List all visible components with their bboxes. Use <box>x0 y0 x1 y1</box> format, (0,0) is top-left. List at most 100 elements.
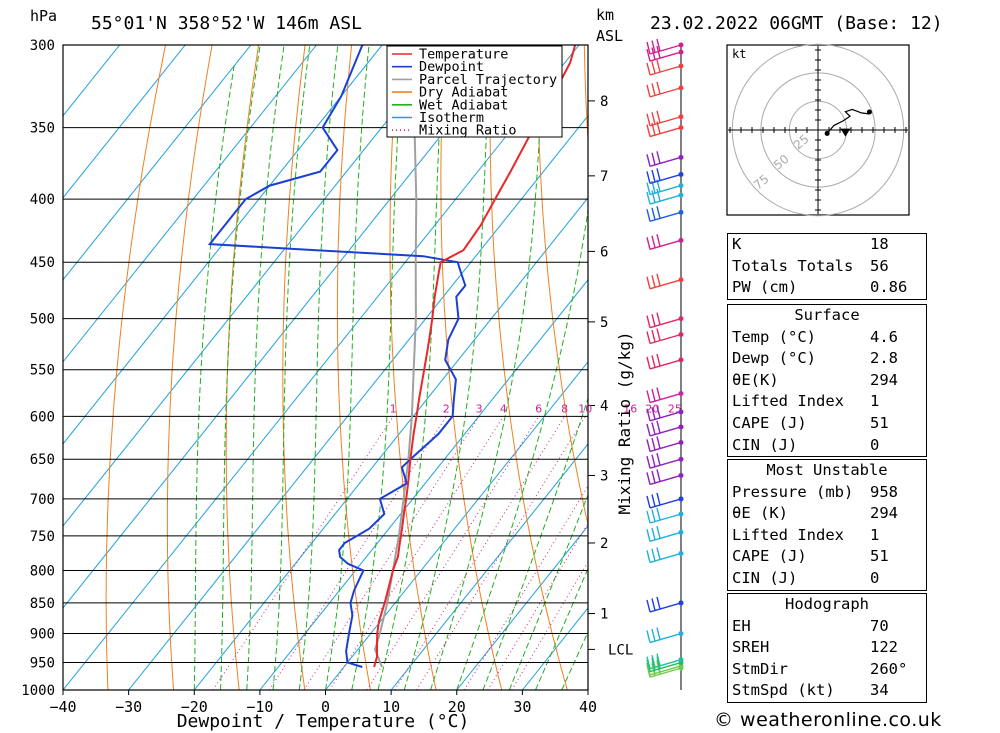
mixing-ratio-label: 4 <box>500 402 507 415</box>
wind-barb <box>646 59 682 76</box>
wet-adiabat-line <box>325 45 370 690</box>
wind-barb-flag <box>651 628 656 642</box>
index-row-k: K 18 <box>732 235 889 253</box>
temperature-tick-label: 20 <box>448 698 466 716</box>
most-unstable-row: Pressure (mb) 958 <box>732 482 898 501</box>
isotherm-line <box>63 45 186 199</box>
wind-barb-flag <box>656 273 661 286</box>
height-km-label: 5 <box>600 315 608 331</box>
wind-barb-flag <box>651 313 656 327</box>
mixing-ratio-line <box>303 416 480 690</box>
wet-adiabat-line <box>298 45 339 690</box>
wind-barb-flag <box>646 356 651 370</box>
wind-barb-shaft <box>649 474 682 486</box>
index-row-pw: PW (cm) 0.86 <box>732 278 908 297</box>
mixing-ratio-line <box>329 416 504 690</box>
wind-barb-flag <box>656 312 661 325</box>
wind-barb-flag <box>651 407 656 420</box>
pressure-tick-label: 850 <box>30 596 55 612</box>
wind-barb-flag <box>651 509 656 522</box>
wind-barb-flag <box>646 529 651 542</box>
wind-barb-flag <box>656 453 661 466</box>
mixing-ratio-label: 10 <box>578 402 592 415</box>
wet-adiabat-line <box>535 567 588 690</box>
temperature-tick-label: −20 <box>181 698 208 716</box>
mixing-ratio-line <box>415 416 586 690</box>
wind-barb-flag <box>651 470 656 484</box>
isotherm-line <box>456 525 588 690</box>
wind-barb <box>646 492 682 509</box>
mixing-ratio-label: 2 <box>443 402 450 415</box>
wind-barb-flag <box>651 275 656 288</box>
wind-barb-flag <box>656 653 661 666</box>
wind-barb-flag <box>651 437 656 451</box>
wind-barb-flag <box>656 151 661 164</box>
wind-barb-flag <box>646 154 651 167</box>
wind-barb <box>646 453 682 469</box>
isotherm-line <box>63 45 449 527</box>
wind-barb-flag <box>656 405 661 419</box>
wind-barb-flag <box>656 234 661 247</box>
wind-barb-shaft <box>649 632 682 644</box>
surface-title: Surface <box>794 306 860 324</box>
surface-row: Dewp (°C) 2.8 <box>732 349 898 368</box>
height-km-label: 8 <box>600 94 608 110</box>
wind-barb-flag <box>646 423 651 437</box>
dry-adiabat-line <box>225 45 260 690</box>
wind-barb-flag <box>646 599 651 613</box>
temperature-tick-label: 30 <box>513 698 531 716</box>
mixing-ratio-label: 3 <box>476 402 483 415</box>
wet-adiabat-line <box>403 45 491 690</box>
wind-barb-flag <box>651 655 656 668</box>
wind-barb <box>646 168 682 185</box>
isotherm-line <box>63 45 383 445</box>
height-km-label: 2 <box>600 536 608 552</box>
wind-barb-flag <box>656 627 661 640</box>
wind-barb-flag <box>656 110 661 123</box>
wind-barb-shaft <box>649 116 682 127</box>
wind-barb-shaft <box>649 458 682 469</box>
parcel-trajectory-line <box>373 45 418 668</box>
pressure-tick-label: 300 <box>30 38 55 54</box>
wind-barb-flag <box>656 436 661 449</box>
hodograph-row: StmDir 260° <box>732 659 908 678</box>
wind-barb-flag <box>646 456 651 469</box>
isotherm-line <box>259 279 588 690</box>
height-km-label: 7 <box>600 169 608 185</box>
temperature-line <box>373 45 577 668</box>
indices-table: K 18 Totals Totals 56 PW (cm) 0.86 <box>727 233 927 300</box>
wind-barbs <box>646 38 684 690</box>
wind-barb-shaft <box>649 552 682 564</box>
wind-barb <box>646 420 682 437</box>
height-km-label: 1 <box>600 607 608 623</box>
wind-barb-flag <box>646 124 651 137</box>
wind-barb-shaft <box>649 173 682 185</box>
wind-barb-flag <box>651 190 656 203</box>
wind-barb-flag <box>651 83 656 96</box>
wind-barb <box>646 596 682 613</box>
mixing-ratio-axis-title: Mixing Ratio (g/kg) <box>615 331 634 514</box>
wind-barb-flag <box>656 526 661 539</box>
wind-barb-shaft <box>649 411 682 422</box>
wind-barb-flag <box>651 40 656 53</box>
wind-barb-flag <box>651 454 656 467</box>
wind-barb-shaft <box>649 44 682 55</box>
wind-barb-shaft <box>649 659 682 670</box>
wind-barb-flag <box>656 353 661 367</box>
wind-barb-flag <box>651 494 656 507</box>
wind-barb <box>646 436 682 453</box>
wind-barb-flag <box>646 84 651 98</box>
wind-barb-shaft <box>649 426 682 437</box>
wind-barb-flag <box>656 469 661 482</box>
plot-frame <box>62 44 589 691</box>
wind-barb-flag <box>656 328 661 341</box>
wind-barb-flag <box>656 596 661 610</box>
wind-barb-flag <box>646 182 651 195</box>
wind-barb-shaft <box>649 392 682 404</box>
copyright-link[interactable]: © weatheronline.co.uk <box>714 709 942 731</box>
lcl-label: LCL <box>608 642 633 658</box>
wet-adiabat-line <box>246 45 285 690</box>
wet-adiabat-line <box>456 207 588 690</box>
